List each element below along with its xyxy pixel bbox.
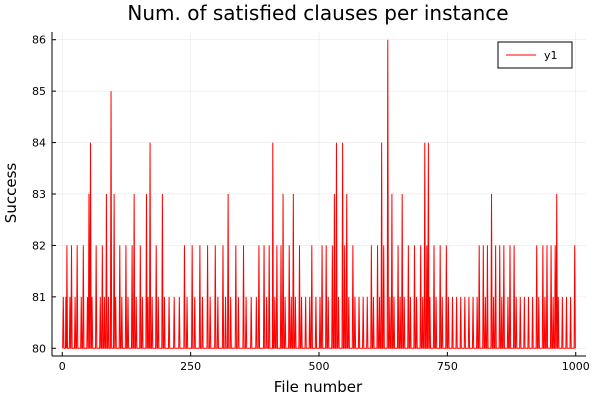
chart-title: Num. of satisfied clauses per instance — [127, 1, 508, 25]
y-tick-label: 82 — [32, 239, 46, 252]
y-tick-label: 84 — [32, 137, 46, 150]
y-axis-label: Success — [2, 163, 20, 224]
x-axis-label: File number — [274, 378, 363, 396]
y-tick-label: 80 — [32, 342, 46, 355]
y-tick-label: 83 — [32, 188, 46, 201]
legend: y1 — [497, 41, 573, 69]
ticks: 0 250 500 750 1000 80 81 82 83 84 85 86 — [32, 34, 590, 373]
x-tick-label: 0 — [59, 360, 66, 373]
series-lines — [62, 39, 576, 349]
grid — [52, 32, 586, 356]
y-tick-label: 86 — [32, 34, 46, 47]
legend-label: y1 — [544, 49, 558, 62]
y-tick-label: 81 — [32, 291, 46, 304]
series-line-y1 — [62, 39, 576, 349]
x-tick-label: 500 — [309, 360, 330, 373]
x-tick-label: 1000 — [562, 360, 590, 373]
x-tick-label: 750 — [437, 360, 458, 373]
x-tick-label: 250 — [180, 360, 201, 373]
y-tick-label: 85 — [32, 85, 46, 98]
